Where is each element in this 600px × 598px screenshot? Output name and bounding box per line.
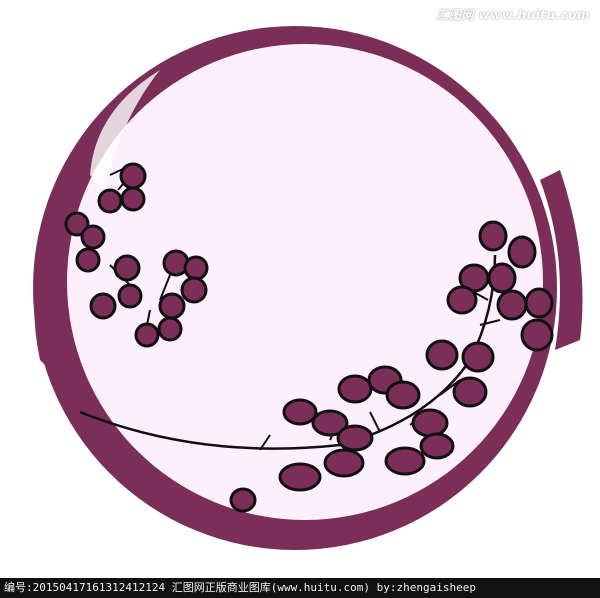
- ink-berry-illustration: [33, 26, 583, 550]
- footer-credit-bar: 编号:20150417161312412124 汇图网正版商业图库(www.hu…: [0, 578, 600, 598]
- pale-disc: [67, 44, 543, 520]
- berry-cluster-right: [229, 220, 554, 513]
- watermark-text: 汇图网 www.huitu.com: [436, 8, 590, 22]
- berry-cluster-left: [64, 162, 209, 348]
